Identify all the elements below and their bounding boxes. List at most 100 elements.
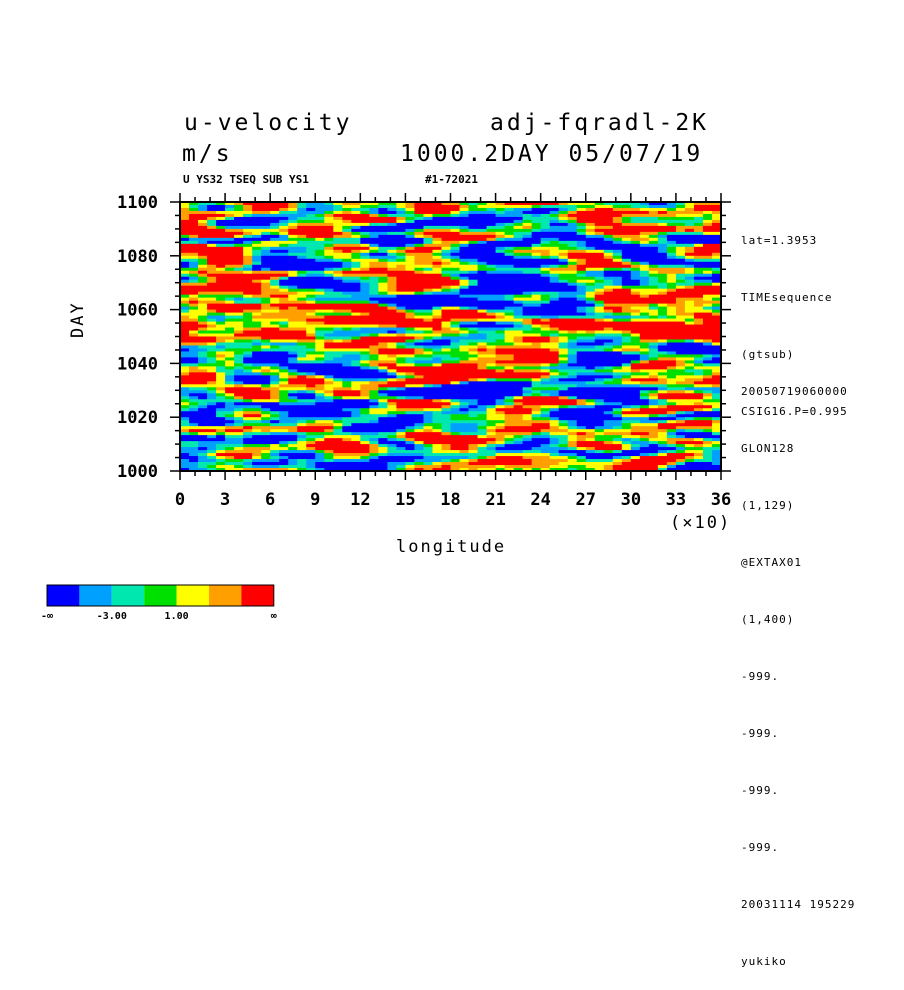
heatmap-cell bbox=[486, 252, 497, 257]
heatmap-cell bbox=[360, 372, 370, 376]
heatmap-cell bbox=[450, 303, 461, 308]
heatmap-cell bbox=[270, 270, 280, 275]
heatmap-cell bbox=[252, 240, 262, 245]
heatmap-cell bbox=[630, 390, 641, 394]
heatmap-cell bbox=[477, 447, 488, 451]
heatmap-cell bbox=[504, 267, 515, 272]
heatmap-cell bbox=[351, 351, 361, 356]
heatmap-cell bbox=[225, 354, 235, 359]
heatmap-cell bbox=[198, 372, 208, 376]
heatmap-cell bbox=[630, 345, 641, 350]
heatmap-cell bbox=[207, 285, 217, 290]
heatmap-cell bbox=[297, 240, 307, 245]
heatmap-cell bbox=[603, 231, 614, 236]
heatmap-cell bbox=[549, 405, 560, 409]
heatmap-cell bbox=[279, 390, 289, 394]
heatmap-cell bbox=[612, 255, 623, 260]
heatmap-cell bbox=[468, 429, 479, 433]
heatmap-cell bbox=[603, 393, 614, 397]
heatmap-cell bbox=[243, 360, 253, 364]
heatmap-cell bbox=[603, 426, 614, 430]
heatmap-cell bbox=[414, 375, 425, 379]
heatmap-cell bbox=[621, 318, 632, 323]
heatmap-cell bbox=[198, 333, 208, 338]
heatmap-cell bbox=[378, 234, 388, 239]
heatmap-cell bbox=[423, 378, 434, 382]
heatmap-cell bbox=[297, 432, 307, 436]
heatmap-cell bbox=[621, 378, 632, 382]
heatmap-cell bbox=[594, 228, 605, 233]
heatmap-cell bbox=[657, 447, 668, 451]
heatmap-cell bbox=[441, 366, 452, 370]
heatmap-cell bbox=[360, 246, 370, 251]
heatmap-cell bbox=[243, 420, 253, 424]
heatmap-cell bbox=[423, 357, 434, 362]
heatmap-cell bbox=[495, 396, 506, 400]
heatmap-cell bbox=[657, 207, 668, 212]
heatmap-cell bbox=[423, 336, 434, 341]
heatmap-cell bbox=[675, 348, 686, 353]
heatmap-cell bbox=[540, 447, 551, 451]
heatmap-cell bbox=[684, 219, 695, 224]
heatmap-cell bbox=[243, 423, 253, 427]
heatmap-cell bbox=[324, 294, 334, 299]
heatmap-cell bbox=[693, 405, 704, 409]
heatmap-cell bbox=[432, 441, 443, 445]
heatmap-cell bbox=[243, 354, 253, 359]
heatmap-cell bbox=[486, 393, 497, 397]
heatmap-cell bbox=[405, 202, 416, 206]
heatmap-cell bbox=[432, 429, 443, 433]
heatmap-cell bbox=[432, 342, 443, 347]
heatmap-cell bbox=[279, 354, 289, 359]
heatmap-cell bbox=[585, 366, 596, 370]
heatmap-cell bbox=[567, 396, 578, 400]
heatmap-cell bbox=[351, 348, 361, 353]
heatmap-cell bbox=[216, 213, 226, 218]
heatmap-cell bbox=[522, 219, 533, 224]
heatmap-cell bbox=[288, 202, 298, 206]
heatmap-cell bbox=[639, 234, 650, 239]
heatmap-cell bbox=[639, 348, 650, 353]
heatmap-cell bbox=[702, 228, 713, 233]
heatmap-cell bbox=[378, 324, 388, 329]
heatmap-cell bbox=[279, 204, 289, 209]
heatmap-cell bbox=[468, 402, 479, 406]
heatmap-cell bbox=[234, 270, 244, 275]
heatmap-cell bbox=[270, 267, 280, 272]
heatmap-cell bbox=[207, 204, 217, 209]
heatmap-cell bbox=[513, 339, 524, 344]
heatmap-cell bbox=[405, 405, 416, 409]
heatmap-cell bbox=[288, 234, 298, 239]
heatmap-cell bbox=[342, 240, 352, 245]
heatmap-cell bbox=[234, 202, 244, 206]
heatmap-cell bbox=[324, 228, 334, 233]
heatmap-cell bbox=[594, 417, 605, 421]
heatmap-cell bbox=[315, 417, 325, 421]
heatmap-cell bbox=[594, 243, 605, 248]
heatmap-cell bbox=[360, 300, 370, 305]
heatmap-cell bbox=[315, 213, 325, 218]
heatmap-cell bbox=[279, 387, 289, 391]
heatmap-cell bbox=[189, 222, 199, 227]
heatmap-cell bbox=[252, 441, 262, 445]
heatmap-cell bbox=[414, 291, 425, 296]
heatmap-cell bbox=[207, 252, 217, 257]
heatmap-cell bbox=[648, 342, 659, 347]
heatmap-cell bbox=[396, 420, 407, 424]
heatmap-cell bbox=[540, 240, 551, 245]
heatmap-cell bbox=[648, 282, 659, 287]
heatmap-cell bbox=[504, 252, 515, 257]
heatmap-cell bbox=[333, 213, 343, 218]
heatmap-cell bbox=[576, 303, 587, 308]
heatmap-cell bbox=[216, 444, 226, 448]
heatmap-cell bbox=[387, 402, 397, 406]
heatmap-cell bbox=[585, 444, 596, 448]
heatmap-cell bbox=[243, 390, 253, 394]
heatmap-cell bbox=[450, 336, 461, 341]
heatmap-cell bbox=[252, 399, 262, 403]
heatmap-cell bbox=[261, 288, 271, 293]
heatmap-cell bbox=[189, 378, 199, 382]
heatmap-cell bbox=[225, 273, 235, 278]
heatmap-cell bbox=[405, 216, 416, 221]
heatmap-cell bbox=[198, 246, 208, 251]
